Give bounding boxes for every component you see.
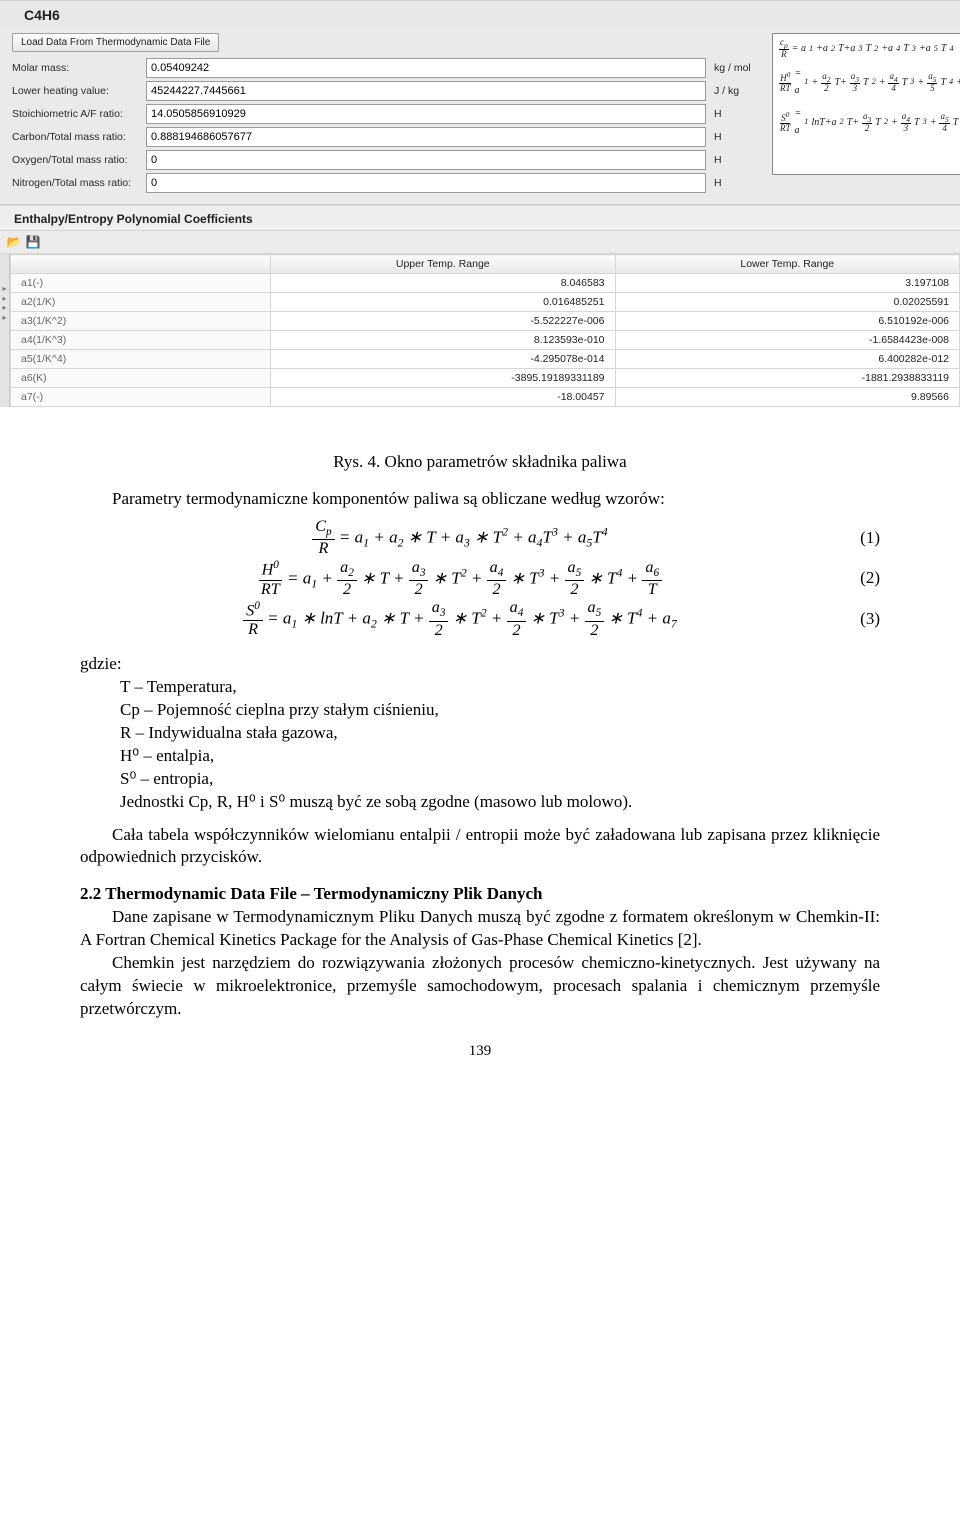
coef-col-upper: Upper Temp. Range	[271, 255, 616, 274]
eq-number-3: (3)	[840, 608, 880, 631]
property-input[interactable]	[146, 81, 706, 101]
where-item: Jednostki Cp, R, H⁰ i S⁰ muszą być ze so…	[120, 791, 880, 814]
coef-name: a7(-)	[11, 388, 271, 407]
where-block: gdzie: T – Temperatura,Cp – Pojemność ci…	[80, 653, 880, 814]
property-label: Nitrogen/Total mass ratio:	[12, 177, 142, 189]
coef-upper: -3895.19189331189	[271, 369, 616, 388]
property-unit: H	[710, 154, 762, 166]
save-icon[interactable]: 💾	[25, 234, 41, 250]
formula-reference-box: cpR = a1+a2T+a3T2+a4T3+a5T4 H0RT = a1+a2…	[772, 33, 960, 175]
table-row[interactable]: a2(1/K)0.0164852510.02025591	[11, 293, 960, 312]
property-label: Stoichiometric A/F ratio:	[12, 108, 142, 120]
property-row: Nitrogen/Total mass ratio: H	[12, 173, 762, 193]
property-row: Oxygen/Total mass ratio: H	[12, 150, 762, 170]
property-unit: J / kg	[710, 85, 762, 97]
coefficients-toolbar: 📂 💾	[0, 230, 960, 254]
where-item: Cp – Pojemność cieplna przy stałym ciśni…	[120, 699, 880, 722]
table-row[interactable]: a6(K)-3895.19189331189-1881.2938833119	[11, 369, 960, 388]
property-label: Lower heating value:	[12, 85, 142, 97]
coef-upper: 8.046583	[271, 274, 616, 293]
where-label: gdzie:	[80, 653, 880, 676]
grid-side-handle: ▸▸▸▸	[0, 254, 10, 407]
where-item: R – Indywidualna stała gazowa,	[120, 722, 880, 745]
coef-name: a2(1/K)	[11, 293, 271, 312]
property-unit: H	[710, 108, 762, 120]
intro-paragraph: Parametry termodynamiczne komponentów pa…	[80, 488, 880, 511]
coef-col-name	[11, 255, 271, 274]
property-label: Carbon/Total mass ratio:	[12, 131, 142, 143]
property-label: Molar mass:	[12, 62, 142, 74]
coef-name: a4(1/K^3)	[11, 331, 271, 350]
coef-name: a3(1/K^2)	[11, 312, 271, 331]
load-thermo-button[interactable]: Load Data From Thermodynamic Data File	[12, 33, 219, 52]
property-input[interactable]	[146, 58, 706, 78]
coef-lower: 3.197108	[615, 274, 960, 293]
coef-upper: -4.295078e-014	[271, 350, 616, 369]
document-body: Rys. 4. Okno parametrów składnika paliwa…	[0, 407, 960, 1101]
where-item: T – Temperatura,	[120, 676, 880, 699]
coef-upper: -18.00457	[271, 388, 616, 407]
section-2-2-title: 2.2 Thermodynamic Data File – Termodynam…	[80, 884, 542, 903]
property-row: Lower heating value: J / kg	[12, 81, 762, 101]
table-row[interactable]: a1(-)8.0465833.197108	[11, 274, 960, 293]
property-unit: H	[710, 177, 762, 189]
property-input[interactable]	[146, 173, 706, 193]
property-row: Stoichiometric A/F ratio: H	[12, 104, 762, 124]
coef-name: a5(1/K^4)	[11, 350, 271, 369]
coef-lower: 6.400282e-012	[615, 350, 960, 369]
coef-name: a6(K)	[11, 369, 271, 388]
property-input[interactable]	[146, 104, 706, 124]
where-item: S⁰ – entropia,	[120, 768, 880, 791]
coefficients-section-header: Enthalpy/Entropy Polynomial Coefficients	[0, 205, 960, 230]
properties-panel: Load Data From Thermodynamic Data File M…	[0, 27, 960, 205]
coef-lower: -1881.2938833119	[615, 369, 960, 388]
property-input[interactable]	[146, 127, 706, 147]
eq-number-1: (1)	[840, 527, 880, 550]
coefficients-table: Upper Temp. Range Lower Temp. Range a1(-…	[10, 254, 960, 407]
coef-col-lower: Lower Temp. Range	[615, 255, 960, 274]
property-label: Oxygen/Total mass ratio:	[12, 154, 142, 166]
property-input[interactable]	[146, 150, 706, 170]
property-unit: kg / mol	[710, 62, 762, 74]
coef-lower: 9.89566	[615, 388, 960, 407]
property-unit: H	[710, 131, 762, 143]
paragraph-load-save: Cała tabela współczynników wielomianu en…	[80, 824, 880, 870]
table-row[interactable]: a5(1/K^4)-4.295078e-0146.400282e-012	[11, 350, 960, 369]
property-row: Molar mass: kg / mol	[12, 58, 762, 78]
coef-name: a1(-)	[11, 274, 271, 293]
page-number: 139	[80, 1041, 880, 1061]
table-row[interactable]: a7(-)-18.004579.89566	[11, 388, 960, 407]
eq-number-2: (2)	[840, 567, 880, 590]
open-icon[interactable]: 📂	[6, 234, 22, 250]
coef-upper: 8.123593e-010	[271, 331, 616, 350]
table-row[interactable]: a3(1/K^2)-5.522227e-0066.510192e-006	[11, 312, 960, 331]
coef-upper: 0.016485251	[271, 293, 616, 312]
coef-lower: 6.510192e-006	[615, 312, 960, 331]
species-title: C4H6	[0, 0, 960, 27]
coef-upper: -5.522227e-006	[271, 312, 616, 331]
equations-block: CpR = a1 + a2 ∗ T + a3 ∗ T2 + a4T3 + a5T…	[80, 519, 880, 639]
where-item: H⁰ – entalpia,	[120, 745, 880, 768]
coef-lower: 0.02025591	[615, 293, 960, 312]
app-screenshot: C4H6 Load Data From Thermodynamic Data F…	[0, 0, 960, 407]
paragraph-chemkin-desc: Chemkin jest narzędziem do rozwiązywania…	[80, 952, 880, 1021]
figure-caption: Rys. 4. Okno parametrów składnika paliwa	[80, 451, 880, 474]
paragraph-chemkin-format: Dane zapisane w Termodynamicznym Pliku D…	[80, 906, 880, 952]
property-row: Carbon/Total mass ratio: H	[12, 127, 762, 147]
coef-lower: -1.6584423e-008	[615, 331, 960, 350]
table-row[interactable]: a4(1/K^3)8.123593e-010-1.6584423e-008	[11, 331, 960, 350]
